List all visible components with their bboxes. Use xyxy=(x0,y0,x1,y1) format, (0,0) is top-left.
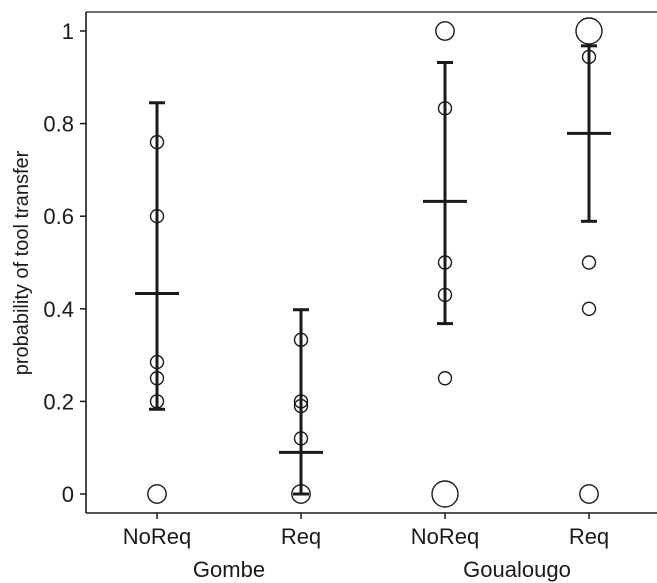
y-tick-label: 0.6 xyxy=(43,204,74,229)
data-point xyxy=(581,301,597,316)
data-point xyxy=(435,21,455,41)
x-tick-label: NoReq xyxy=(123,524,191,549)
data-point xyxy=(575,17,603,45)
group-label: Goualougo xyxy=(463,557,571,582)
estimate-bars xyxy=(135,44,611,496)
data-point xyxy=(147,484,167,504)
data-point xyxy=(437,371,453,386)
y-tick-label: 0 xyxy=(62,482,74,507)
data-points xyxy=(147,17,603,508)
group-label: Gombe xyxy=(193,557,265,582)
x-axis-ticks: NoReq Req NoReq Req Gombe Goualougo xyxy=(123,513,609,582)
y-axis-ticks: 0 0.2 0.4 0.6 0.8 1 xyxy=(43,19,86,507)
plot-frame xyxy=(85,11,657,514)
y-axis-label: probability of tool transfer xyxy=(11,150,33,375)
x-tick-label: Req xyxy=(281,524,321,549)
data-point xyxy=(581,255,597,270)
data-point xyxy=(579,484,599,504)
y-tick-label: 0.4 xyxy=(43,297,74,322)
y-tick-label: 0.2 xyxy=(43,389,74,414)
y-tick-label: 0.8 xyxy=(43,112,74,137)
x-tick-label: NoReq xyxy=(411,524,479,549)
x-tick-label: Req xyxy=(569,524,609,549)
data-point xyxy=(431,480,459,508)
y-tick-label: 1 xyxy=(62,19,74,44)
